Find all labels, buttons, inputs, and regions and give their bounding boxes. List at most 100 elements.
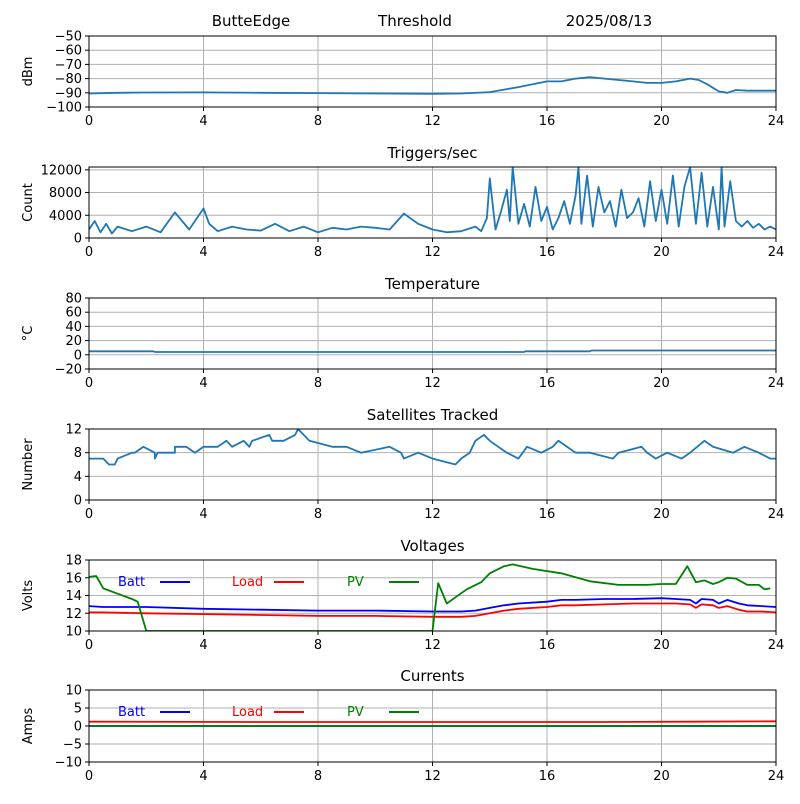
- x-tick-label: 24: [768, 245, 785, 260]
- legend-label-batt: Batt: [118, 705, 145, 720]
- y-tick-label: 0: [74, 232, 82, 247]
- x-tick-label: 8: [314, 245, 322, 260]
- x-tick-label: 0: [85, 376, 93, 391]
- series-line: [89, 429, 776, 466]
- y-axis-label: dBm: [21, 57, 36, 87]
- y-tick-label: 8000: [49, 186, 82, 201]
- x-tick-label: 0: [85, 114, 93, 129]
- y-tick-label: −100: [46, 101, 82, 116]
- x-tick-label: 16: [539, 638, 556, 653]
- chart-title: Currents: [400, 667, 464, 685]
- y-tick-label: −10: [55, 756, 82, 771]
- y-tick-label: 12000: [41, 163, 82, 178]
- x-tick-label: 16: [539, 376, 556, 391]
- series-line: [89, 167, 776, 235]
- x-tick-label: 0: [85, 769, 93, 784]
- legend-label-pv: PV: [347, 705, 364, 720]
- x-tick-label: 16: [539, 769, 556, 784]
- y-tick-label: 60: [65, 306, 82, 321]
- y-tick-label: 12: [65, 607, 82, 622]
- y-tick-label: −80: [55, 72, 82, 87]
- series-line: [89, 349, 776, 353]
- series-line-load: [89, 720, 776, 723]
- mode-label: Threshold: [377, 12, 452, 30]
- x-tick-label: 12: [424, 114, 441, 129]
- series-line-load: [89, 602, 776, 618]
- y-tick-label: 4: [74, 470, 82, 485]
- x-tick-label: 12: [424, 376, 441, 391]
- chart-threshold: 0 4 8 12 16 20 24 −100−90−80−70−60−50 dBm: [21, 30, 784, 130]
- y-tick-label: −50: [55, 30, 82, 45]
- x-tick-label: 4: [199, 769, 207, 784]
- x-tick-label: 12: [424, 769, 441, 784]
- chart-title: Triggers/sec: [387, 144, 478, 162]
- x-tick-label: 20: [653, 769, 670, 784]
- x-tick-label: 20: [653, 376, 670, 391]
- y-axis-label: Volts: [21, 580, 36, 612]
- y-tick-label: 80: [65, 292, 82, 307]
- y-tick-label: 4000: [49, 209, 82, 224]
- y-tick-label: 0: [74, 348, 82, 363]
- y-tick-label: 10: [65, 625, 82, 640]
- chart-satellites: 0 4 8 12 16 20 24 0 4 8 12 Satellites Tracked Number: [21, 406, 784, 522]
- x-tick-label: 16: [539, 245, 556, 260]
- station-name: ButteEdge: [212, 12, 291, 30]
- y-tick-label: −20: [55, 363, 82, 378]
- y-tick-label: 5: [74, 702, 82, 717]
- y-tick-label: 16: [65, 571, 82, 586]
- chart-title: Voltages: [400, 537, 464, 555]
- y-tick-label: 0: [74, 494, 82, 509]
- x-tick-label: 8: [314, 638, 322, 653]
- x-tick-label: 24: [768, 638, 785, 653]
- y-tick-label: −90: [55, 86, 82, 101]
- legend-label-batt: Batt: [118, 575, 145, 590]
- legend-label-pv: PV: [347, 575, 364, 590]
- x-tick-label: 20: [653, 638, 670, 653]
- x-tick-label: 12: [424, 507, 441, 522]
- x-tick-label: 0: [85, 638, 93, 653]
- chart-voltages: 0 4 8 12 16 20 24 10 12 14 16 18 Voltages Volts Batt Lo…: [21, 537, 784, 653]
- y-tick-label: 8: [74, 446, 82, 461]
- x-tick-label: 16: [539, 507, 556, 522]
- y-axis-label: Amps: [21, 707, 36, 744]
- x-tick-label: 12: [424, 638, 441, 653]
- x-tick-label: 0: [85, 507, 93, 522]
- x-tick-label: 24: [768, 507, 785, 522]
- x-tick-label: 20: [653, 507, 670, 522]
- x-tick-label: 20: [653, 245, 670, 260]
- legend-label-load: Load: [232, 575, 263, 590]
- x-tick-label: 8: [314, 507, 322, 522]
- y-tick-label: 14: [65, 589, 82, 604]
- x-tick-label: 16: [539, 114, 556, 129]
- y-tick-label: 12: [65, 423, 82, 438]
- y-axis-label: °C: [21, 326, 36, 342]
- y-tick-label: −60: [55, 44, 82, 59]
- x-tick-label: 4: [199, 376, 207, 391]
- x-tick-label: 4: [199, 507, 207, 522]
- x-tick-label: 20: [653, 114, 670, 129]
- y-tick-label: −5: [63, 738, 82, 753]
- y-tick-label: 0: [74, 720, 82, 735]
- y-tick-label: 40: [65, 320, 82, 335]
- series-line: [89, 76, 776, 95]
- x-tick-label: 24: [768, 376, 785, 391]
- series-line-pv: [89, 563, 771, 631]
- y-tick-label: 10: [65, 684, 82, 699]
- chart-title: Satellites Tracked: [367, 406, 498, 424]
- chart-currents: 0 4 8 12 16 20 24 −10 −5 0 5 10 Currents Amps Batt Load…: [21, 667, 784, 784]
- y-tick-label: 20: [65, 334, 82, 349]
- x-tick-label: 4: [199, 638, 207, 653]
- x-tick-label: 4: [199, 245, 207, 260]
- chart-title: Temperature: [384, 275, 480, 293]
- chart-triggers: 0 4 8 12 16 20 24 0 4000 8000 12000 Triggers/sec Cou…: [21, 144, 784, 260]
- x-tick-label: 4: [199, 114, 207, 129]
- date-label: 2025/08/13: [566, 12, 652, 30]
- x-tick-label: 24: [768, 114, 785, 129]
- y-axis-label: Number: [21, 438, 36, 491]
- x-tick-label: 8: [314, 114, 322, 129]
- x-tick-label: 8: [314, 769, 322, 784]
